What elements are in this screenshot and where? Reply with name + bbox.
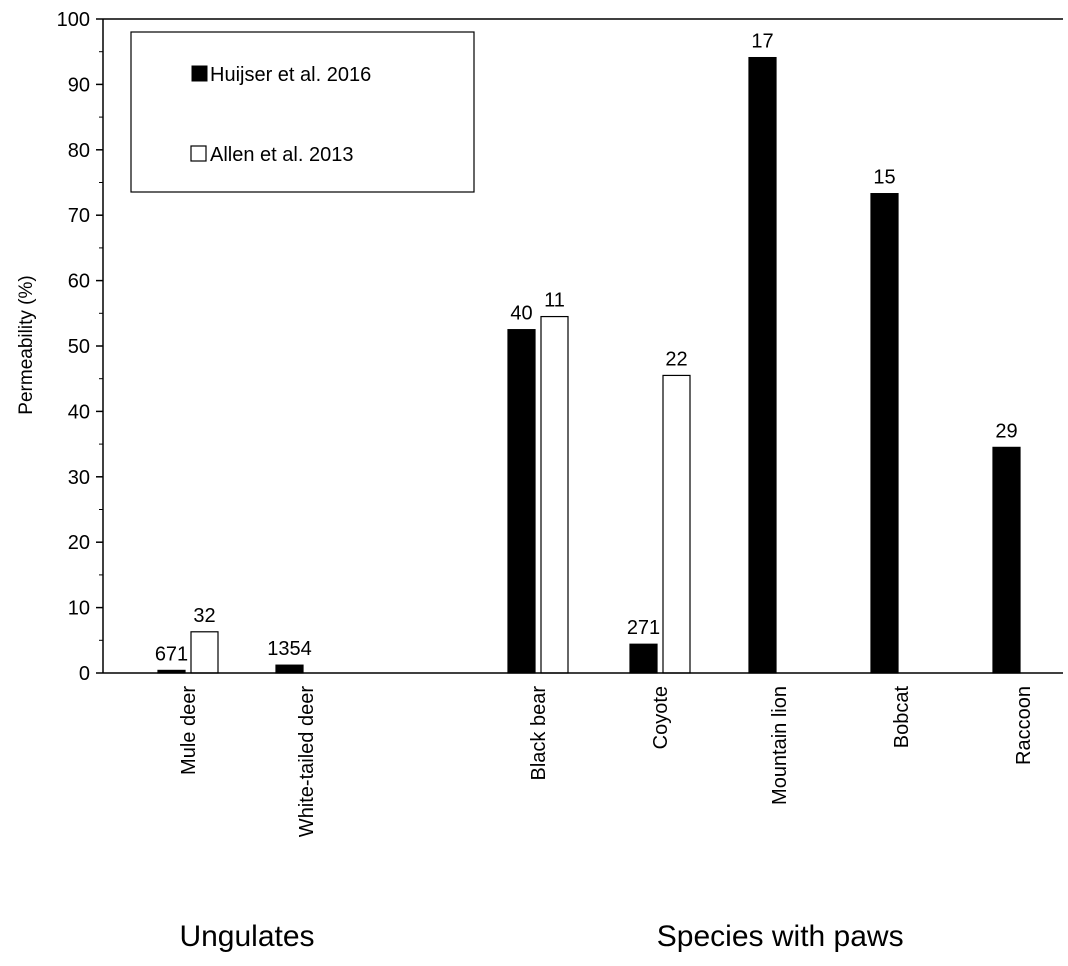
y-axis-ticks: 0 10 20 30 40 50 60 70 80 90 100 xyxy=(57,9,103,685)
category-label: Black bear xyxy=(528,686,550,781)
bar-huijser xyxy=(870,193,899,674)
y-tick-label: 90 xyxy=(68,74,90,96)
data-label: 29 xyxy=(995,420,1017,442)
y-tick-label: 80 xyxy=(68,140,90,162)
y-tick-label: 40 xyxy=(68,401,90,423)
data-label: 22 xyxy=(665,348,687,370)
bars xyxy=(157,56,1021,674)
legend-box xyxy=(130,31,475,193)
group-label: Ungulates xyxy=(179,920,314,953)
legend: Huijser et al. 2016 Allen et al. 2013 xyxy=(130,31,475,193)
bar-huijser xyxy=(507,329,536,674)
category-label: Mule deer xyxy=(178,686,200,775)
legend-label-allen: Allen et al. 2013 xyxy=(210,144,353,166)
y-tick-label: 100 xyxy=(57,9,90,31)
legend-label-huijser: Huijser et al. 2016 xyxy=(210,64,371,86)
y-tick-label: 70 xyxy=(68,205,90,227)
bar-allen xyxy=(190,631,219,674)
data-label: 17 xyxy=(751,31,773,53)
y-tick-label: 20 xyxy=(68,532,90,554)
y-tick-label: 10 xyxy=(68,598,90,620)
data-label: 271 xyxy=(627,617,660,639)
y-tick-label: 30 xyxy=(68,467,90,489)
category-label: White-tailed deer xyxy=(296,686,318,838)
bar-huijser xyxy=(748,56,777,674)
data-label: 32 xyxy=(193,605,215,627)
bar-allen xyxy=(662,374,691,674)
y-tick-label: 60 xyxy=(68,271,90,293)
legend-swatch-huijser xyxy=(191,65,208,82)
bar-huijser xyxy=(275,664,304,674)
category-label: Raccoon xyxy=(1013,686,1035,765)
y-tick-label: 0 xyxy=(79,663,90,685)
data-label: 671 xyxy=(155,643,188,665)
category-label: Coyote xyxy=(650,686,672,749)
y-axis-title: Permeability (%) xyxy=(16,275,37,414)
category-label: Mountain lion xyxy=(769,686,791,805)
group-label: Species with paws xyxy=(657,920,904,953)
bar-huijser xyxy=(992,446,1021,674)
group-labels: Ungulates Species with paws xyxy=(179,920,903,953)
data-label: 1354 xyxy=(267,638,312,660)
y-tick-label: 50 xyxy=(68,336,90,358)
bar-huijser xyxy=(629,643,658,674)
category-labels: Mule deer White-tailed deer Black bear Coyo… xyxy=(178,686,1035,838)
legend-swatch-allen xyxy=(190,145,207,162)
data-label: 40 xyxy=(510,303,532,325)
category-label: Bobcat xyxy=(891,686,913,749)
data-label: 11 xyxy=(544,290,565,312)
bar-allen xyxy=(540,315,569,674)
data-label: 15 xyxy=(873,167,895,189)
